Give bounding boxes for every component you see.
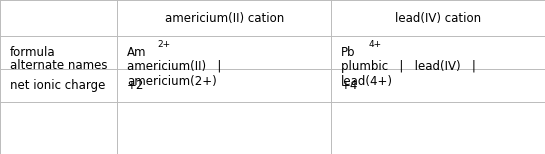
Text: Am: Am	[127, 46, 147, 59]
Text: alternate names: alternate names	[10, 59, 107, 72]
Text: formula: formula	[10, 46, 56, 59]
Text: lead(4+): lead(4+)	[341, 75, 393, 88]
Text: 2+: 2+	[158, 40, 171, 49]
Text: +2: +2	[127, 79, 144, 92]
Text: +4: +4	[341, 79, 359, 92]
Text: americium(2+): americium(2+)	[127, 75, 217, 88]
Text: lead(IV) cation: lead(IV) cation	[395, 12, 482, 25]
Text: Pb: Pb	[341, 46, 356, 59]
Text: 4+: 4+	[369, 40, 382, 49]
Text: plumbic   |   lead(IV)   |: plumbic | lead(IV) |	[341, 60, 476, 73]
Text: net ionic charge: net ionic charge	[10, 79, 105, 92]
Text: americium(II) cation: americium(II) cation	[165, 12, 284, 25]
Text: americium(II)   |: americium(II) |	[127, 60, 221, 73]
